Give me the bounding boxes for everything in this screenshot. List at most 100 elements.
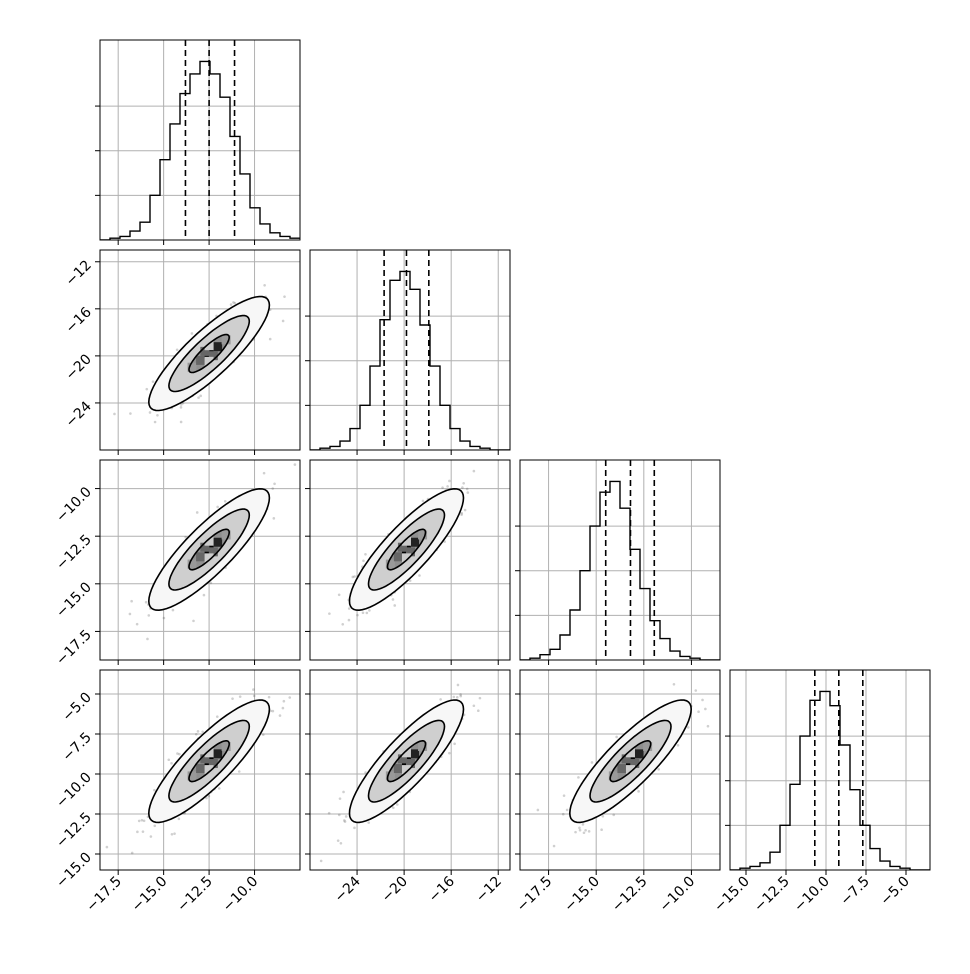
scatter-point [223, 499, 227, 503]
density-cell [204, 748, 214, 758]
density-cell [621, 754, 631, 764]
scatter-point [196, 730, 200, 733]
scatter-point [356, 613, 359, 617]
scatter-point [148, 411, 152, 414]
scatter-point [448, 479, 451, 483]
scatter-point [456, 683, 460, 687]
density-cell [196, 764, 206, 774]
contour-line [386, 740, 427, 783]
scatter-point [151, 380, 155, 383]
scatter-point [459, 693, 462, 696]
scatter-point [179, 403, 183, 406]
density-cell [625, 765, 635, 775]
scatter-point [343, 819, 346, 822]
density-cell [401, 536, 411, 546]
panel-frame [309, 459, 511, 661]
y-tick-label: −7.5 [59, 730, 94, 765]
density-cell [405, 547, 415, 557]
scatter-point [364, 552, 367, 556]
scatter-point [184, 535, 187, 539]
density-cell [401, 553, 411, 563]
contour-line [168, 314, 251, 393]
scatter-point [344, 815, 348, 818]
scatter-point [465, 487, 469, 491]
scatter-point [170, 832, 174, 836]
density-cell [204, 356, 214, 366]
y-tick-label: −24 [63, 398, 95, 430]
density-cell [200, 346, 210, 356]
density-cell [625, 748, 635, 758]
scatter-point [283, 295, 286, 298]
panel-frame [99, 39, 301, 241]
scatter-point [452, 695, 456, 699]
panel-frame [519, 459, 721, 661]
scatter-point [177, 817, 181, 821]
contour-line [147, 295, 271, 412]
scatter-point [590, 761, 594, 764]
scatter-point [561, 812, 565, 816]
scatter-point [231, 697, 234, 700]
scatter-point [178, 752, 181, 756]
scatter-point [229, 303, 233, 306]
scatter-point [153, 788, 156, 792]
density-cell [405, 759, 415, 769]
scatter-point [194, 732, 198, 736]
x-tick-label: −12.5 [174, 874, 216, 916]
y-tick-label: −16 [63, 304, 95, 336]
contour-line [188, 528, 231, 571]
density-cell [208, 351, 218, 361]
density-cell [187, 771, 197, 781]
scatter-point [339, 841, 343, 845]
scatter-point [209, 581, 213, 585]
scatter-point [704, 707, 707, 711]
scatter-point [175, 348, 179, 352]
scatter-point [408, 579, 412, 582]
scatter-point [472, 704, 476, 708]
scatter-point [552, 844, 556, 848]
contour-line [188, 333, 231, 374]
scatter-point [153, 824, 157, 828]
scatter-point [146, 637, 149, 641]
density-cell [410, 537, 420, 547]
x-tick-label: −7.5 [837, 874, 872, 909]
density-cell [410, 749, 420, 759]
scatter-point [142, 819, 146, 823]
scatter-point [391, 598, 395, 601]
scatter-point [368, 609, 371, 612]
contour-line [147, 487, 271, 612]
density-cell [617, 764, 627, 774]
scatter-point [281, 706, 285, 710]
scatter-point [268, 337, 272, 341]
pair-panel-3-1 [310, 670, 510, 870]
y-tick-label: −17.5 [53, 627, 95, 669]
scatter-point [365, 611, 369, 615]
density-cell [393, 552, 403, 562]
scatter-point [342, 790, 345, 794]
scatter-point [463, 508, 467, 512]
scatter-point [201, 730, 204, 734]
scatter-point [202, 593, 206, 597]
scatter-point [195, 511, 199, 514]
scatter-point [587, 830, 591, 833]
scatter-point [328, 612, 331, 615]
scatter-point [140, 818, 144, 822]
scatter-point [156, 413, 159, 417]
scatter-point [233, 301, 237, 305]
scatter-point [282, 699, 286, 703]
contour-line [188, 740, 231, 783]
x-tick-label: −15.0 [711, 874, 753, 916]
scatter-point [672, 682, 676, 686]
scatter-point [135, 622, 139, 626]
pair-panel-3-2 [520, 670, 720, 870]
panel-frame [99, 459, 301, 661]
density-cell [385, 771, 395, 781]
density-cell [196, 355, 206, 365]
panel-frame [519, 669, 721, 871]
scatter-point [353, 575, 356, 578]
scatter-point [252, 688, 255, 691]
scatter-point [144, 600, 148, 604]
scatter-point [460, 513, 463, 516]
histogram-step [310, 270, 510, 450]
density-cell [397, 754, 407, 764]
